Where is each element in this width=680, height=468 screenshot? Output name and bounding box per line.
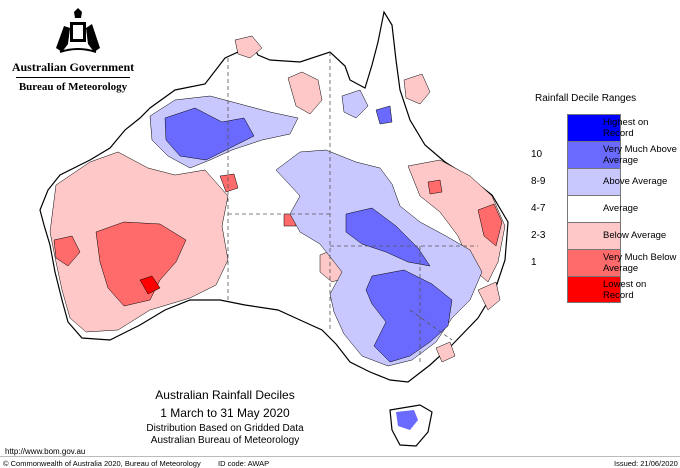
legend-code: 4-7 xyxy=(531,203,546,214)
legend-swatch xyxy=(567,114,621,141)
legend-item-highest: Highest on Record xyxy=(525,114,675,141)
logo-divider xyxy=(16,77,130,78)
legend-code: 1 xyxy=(531,257,537,268)
legend-swatch xyxy=(567,249,621,276)
copyright-text: © Commonwealth of Australia 2020, Bureau… xyxy=(3,459,201,468)
legend-item-lowest: Lowest on Record xyxy=(525,276,675,303)
issued-date: Issued: 21/06/2020 xyxy=(614,459,678,468)
tasmania-above-average xyxy=(396,410,418,430)
government-logo: Australian Government Bureau of Meteorol… xyxy=(8,8,134,98)
bureau-title: Bureau of Meteorology xyxy=(18,81,128,93)
legend-title: Rainfall Decile Ranges xyxy=(535,93,637,104)
website-link[interactable]: http://www.bom.gov.au xyxy=(5,447,86,456)
government-title: Australian Government xyxy=(11,60,135,74)
legend-label: Lowest on Record xyxy=(603,278,647,301)
map-title: Australian Rainfall Deciles xyxy=(155,388,295,402)
legend-label: Very Much Below Average xyxy=(603,251,677,274)
legend-item-below: 2-3 Below Average xyxy=(525,222,675,249)
australia-rainfall-map xyxy=(39,10,509,447)
legend-item-average: 4-7 Average xyxy=(525,195,675,222)
legend-label: Below Average xyxy=(603,230,667,241)
legend-label: Average xyxy=(603,203,639,214)
map-source: Australian Bureau of Meteorology xyxy=(150,435,300,446)
legend-swatch xyxy=(567,222,621,249)
legend-label: Very Much Above Average xyxy=(603,143,677,166)
footer-divider xyxy=(0,456,680,457)
map-period: 1 March to 31 May 2020 xyxy=(160,406,290,420)
legend-item-very-much-above: 10 Very Much Above Average xyxy=(525,141,677,168)
legend-code: 10 xyxy=(531,149,543,160)
legend-swatch xyxy=(567,195,621,222)
legend-code: 2-3 xyxy=(531,230,546,241)
coat-of-arms-icon xyxy=(56,8,100,53)
legend-swatch xyxy=(567,168,621,195)
legend-code: 8-9 xyxy=(531,176,546,187)
legend-label: Highest on Record xyxy=(603,116,649,139)
legend-swatch xyxy=(567,141,621,168)
legend-label: Above Average xyxy=(603,176,668,187)
legend-item-above: 8-9 Above Average xyxy=(525,168,675,195)
legend-item-very-much-below: 1 Very Much Below Average xyxy=(525,249,676,276)
map-method: Distribution Based on Gridded Data xyxy=(146,423,304,434)
id-code: ID code: AWAP xyxy=(218,459,270,468)
legend-swatch xyxy=(567,276,621,303)
